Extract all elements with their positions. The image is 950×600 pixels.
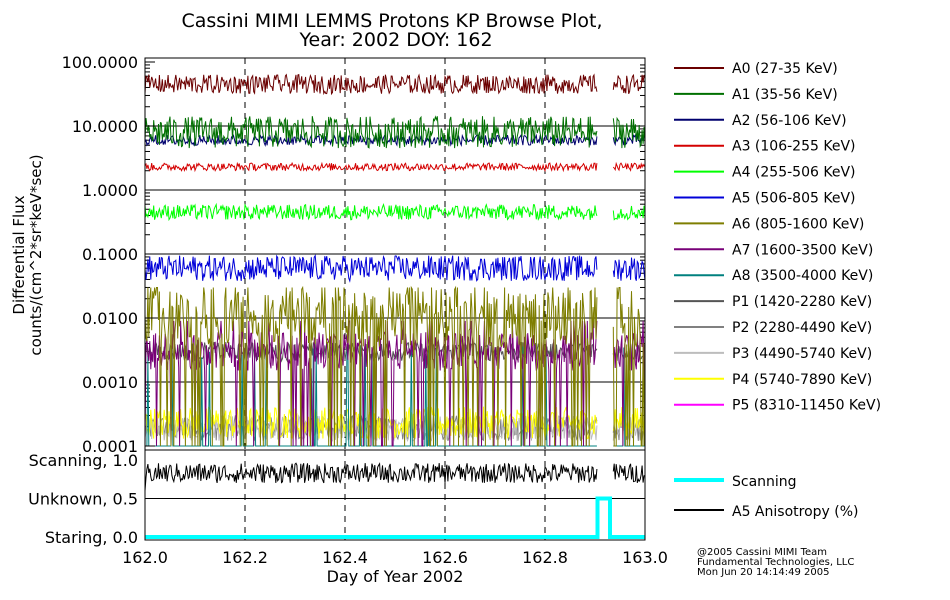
footer-company: Fundamental Technologies, LLC (697, 557, 854, 568)
legend-label: A1 (35-56 KeV) (732, 87, 838, 103)
footer-copyright: @2005 Cassini MIMI Team (697, 547, 827, 558)
series-line-1 (144, 115, 646, 149)
legend-label: A6 (805-1600 KeV) (732, 216, 864, 232)
legend-label: A4 (255-506 KeV) (732, 165, 855, 181)
legend-label: A5 Anisotropy (%) (732, 504, 859, 520)
x-tick-labels: 162.0 162.2 162.4 162.6 162.8 163.0 (122, 548, 668, 567)
series-line-3 (144, 161, 646, 173)
x-tick-label: 162.8 (522, 548, 568, 567)
upper-y-tick-labels: 100.0000 10.0000 1.0000 0.1000 0.0100 0.0010 0… (62, 53, 155, 456)
x-axis-label: Day of Year 2002 (327, 567, 464, 586)
series-line-6 (144, 285, 646, 447)
y-tick-label: 0.0001 (82, 437, 138, 456)
legend-label: Scanning (732, 474, 797, 490)
x-tick-label: 162.4 (322, 548, 368, 567)
x-tick-label: 162.0 (122, 548, 168, 567)
legend-label: P4 (5740-7890 KeV) (732, 372, 872, 388)
y-tick-label: Unknown, 0.5 (28, 490, 138, 509)
chart-subtitle: Year: 2002 DOY: 162 (298, 29, 492, 51)
legend-label: A0 (27-35 KeV) (732, 61, 838, 77)
y-tick-label: Scanning, 1.0 (29, 451, 138, 470)
x-tick-label: 162.2 (222, 548, 268, 567)
chart-title: Cassini MIMI LEMMS Protons KP Browse Plo… (181, 10, 602, 32)
legend-label: A5 (506-805 KeV) (732, 191, 855, 207)
flux-legend: A0 (27-35 KeV) A1 (35-56 KeV) A2 (56-106 K… (674, 61, 881, 414)
legend-label: P5 (8310-11450 KeV) (732, 398, 881, 414)
legend-label: A2 (56-106 KeV) (732, 113, 847, 129)
legend-label: A3 (106-255 KeV) (732, 139, 855, 155)
y-axis-label-line2: counts/(cm^2*sr*keV*sec) (27, 154, 45, 355)
legend-label: P2 (2280-4490 KeV) (732, 320, 872, 336)
y-tick-label: Staring, 0.0 (45, 528, 138, 547)
scanning-line (145, 496, 645, 539)
x-tick-label: 162.6 (422, 548, 468, 567)
y-tick-label: 0.1000 (82, 245, 138, 264)
x-tick-label: 163.0 (622, 548, 668, 567)
lower-y-tick-labels: Scanning, 1.0 Unknown, 0.5 Staring, 0.0 (28, 451, 138, 547)
y-tick-label: 100.0000 (62, 53, 138, 72)
lower-panel-grid (145, 450, 645, 540)
legend-label: P3 (4490-5740 KeV) (732, 346, 872, 362)
series-line-0 (144, 73, 646, 96)
lower-panel-frame (144, 449, 646, 541)
legend-label: A7 (1600-3500 KeV) (732, 242, 873, 258)
anisotropy-line (144, 462, 646, 491)
status-legend: Scanning A5 Anisotropy (%) (674, 474, 859, 520)
y-tick-label: 0.0100 (82, 309, 138, 328)
y-tick-label: 1.0000 (82, 181, 138, 200)
y-axis-label-line1: Differential Flux (10, 195, 28, 314)
legend-label: P1 (1420-2280 KeV) (732, 294, 872, 310)
legend-label: A8 (3500-4000 KeV) (732, 268, 873, 284)
series-line-4 (144, 202, 646, 222)
y-tick-label: 0.0010 (82, 373, 138, 392)
flux-series-lines (144, 73, 646, 447)
footer-timestamp: Mon Jun 20 14:14:49 2005 (697, 567, 830, 578)
series-line-5 (144, 254, 646, 283)
status-series-lines (144, 462, 646, 539)
y-tick-label: 10.0000 (72, 117, 138, 136)
